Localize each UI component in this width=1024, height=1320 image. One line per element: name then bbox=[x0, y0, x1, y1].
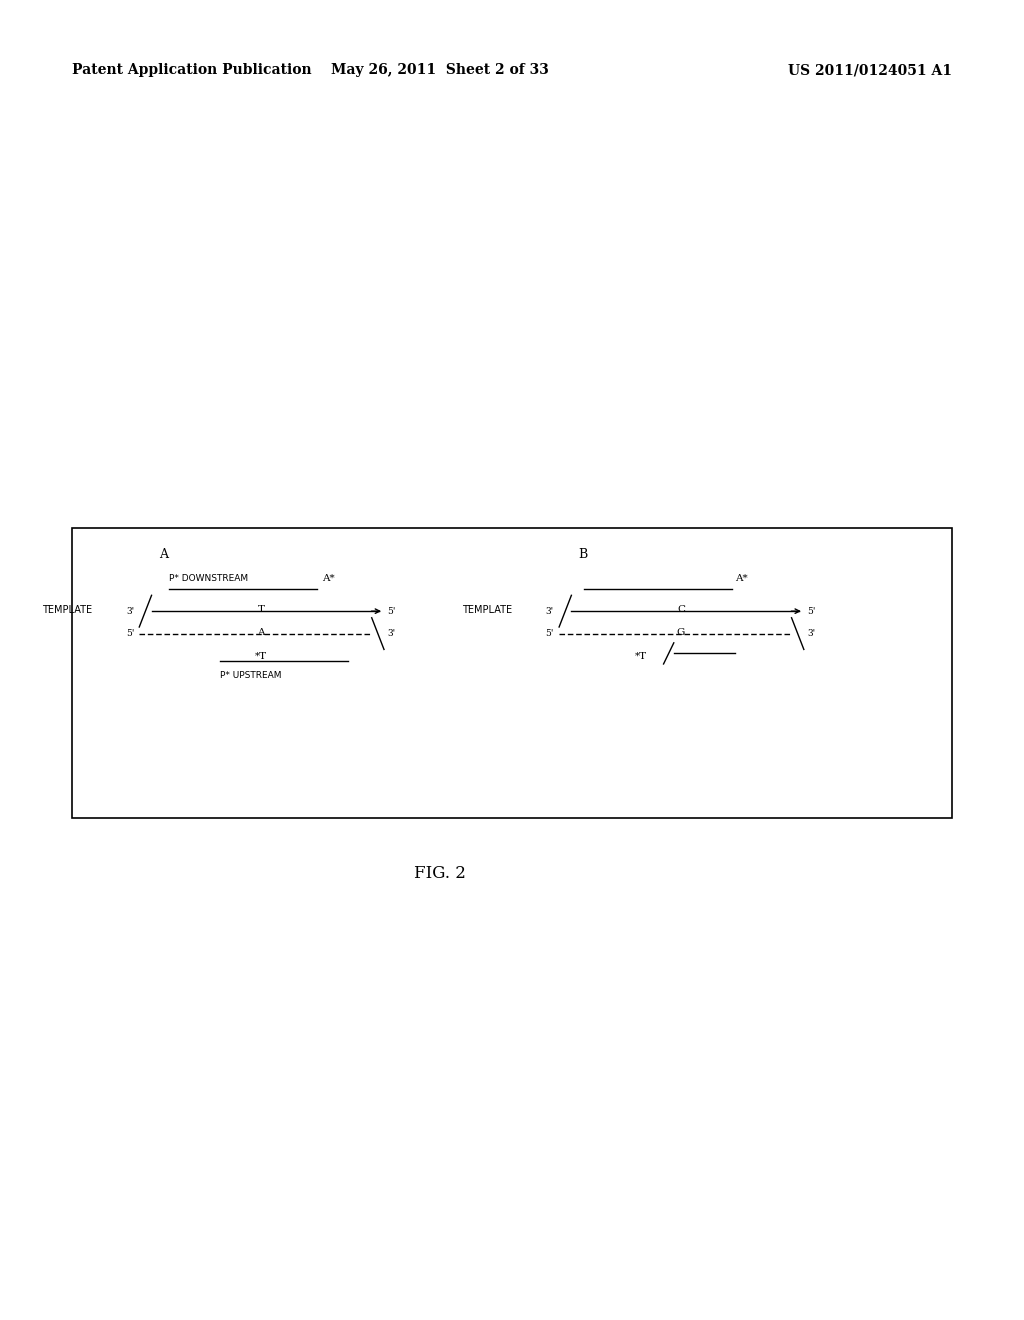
Text: 3': 3' bbox=[387, 630, 395, 638]
Text: TEMPLATE: TEMPLATE bbox=[462, 605, 512, 615]
Text: A: A bbox=[159, 548, 168, 561]
FancyBboxPatch shape bbox=[72, 528, 952, 818]
Text: May 26, 2011  Sheet 2 of 33: May 26, 2011 Sheet 2 of 33 bbox=[332, 63, 549, 78]
Text: 5': 5' bbox=[546, 630, 554, 638]
Text: 3': 3' bbox=[126, 607, 134, 615]
Text: 5': 5' bbox=[807, 607, 815, 615]
Text: US 2011/0124051 A1: US 2011/0124051 A1 bbox=[788, 63, 952, 78]
Text: 5': 5' bbox=[387, 607, 395, 615]
Text: T: T bbox=[258, 606, 264, 614]
Text: 3': 3' bbox=[546, 607, 554, 615]
Text: A: A bbox=[257, 628, 265, 636]
Text: A*: A* bbox=[735, 574, 748, 583]
Text: A*: A* bbox=[323, 574, 335, 583]
Text: *T: *T bbox=[635, 652, 647, 660]
Text: B: B bbox=[579, 548, 588, 561]
Text: G: G bbox=[677, 628, 685, 636]
Text: TEMPLATE: TEMPLATE bbox=[42, 605, 92, 615]
Text: Patent Application Publication: Patent Application Publication bbox=[72, 63, 311, 78]
Text: 3': 3' bbox=[807, 630, 815, 638]
Text: *T: *T bbox=[255, 652, 267, 660]
Text: P* DOWNSTREAM: P* DOWNSTREAM bbox=[169, 574, 248, 583]
Text: P* UPSTREAM: P* UPSTREAM bbox=[220, 671, 282, 680]
Text: C: C bbox=[677, 606, 685, 614]
Text: 5': 5' bbox=[126, 630, 134, 638]
Text: FIG. 2: FIG. 2 bbox=[415, 865, 466, 882]
